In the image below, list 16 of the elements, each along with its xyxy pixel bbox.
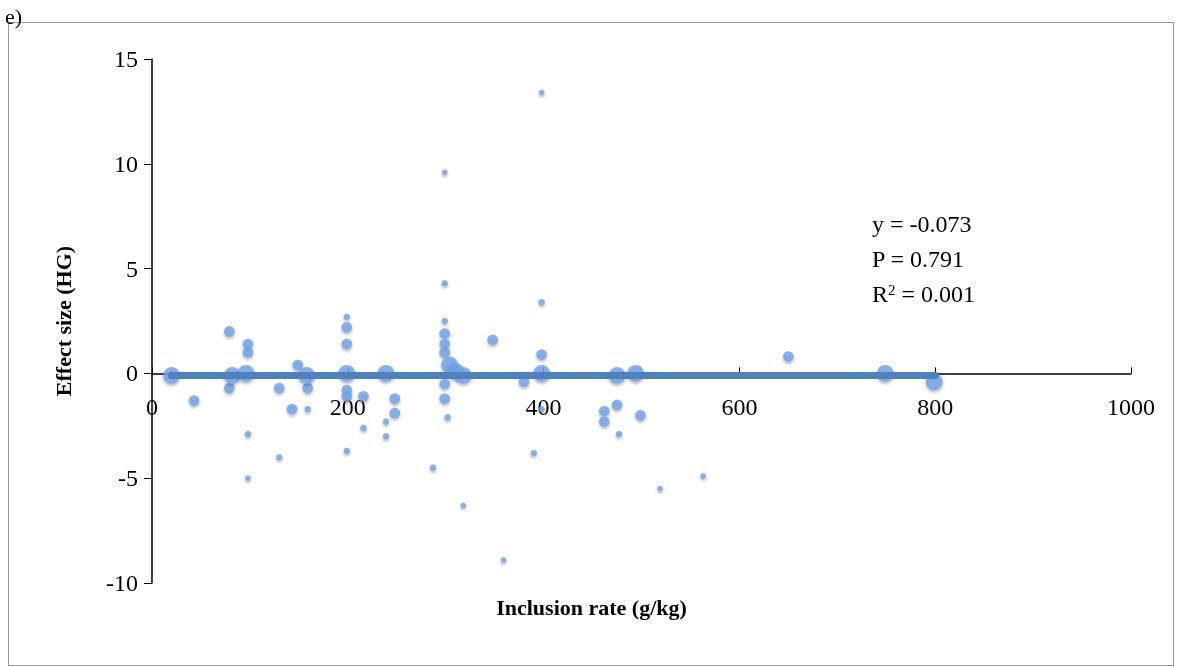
annotation: P = 0.791 (872, 246, 964, 272)
y-tick-label: 5 (126, 255, 138, 282)
y-tick-label: -10 (106, 570, 138, 596)
x-tick-label: 200 (329, 394, 366, 421)
x-tick-label: 400 (525, 394, 562, 421)
x-axis-title: Inclusion rate (g/kg) (496, 594, 687, 620)
x-tick-label: 1000 (1107, 394, 1155, 421)
y-tick-label: 10 (114, 150, 138, 177)
y-tick-label: 15 (114, 46, 138, 72)
x-tick-label: 800 (917, 394, 954, 421)
y-tick-label: -5 (118, 465, 138, 492)
x-tick-label: 600 (721, 394, 758, 421)
y-axis-title: Effect size (HG) (50, 245, 76, 397)
y-tick-label: 0 (126, 360, 138, 387)
chart-title: e) (5, 3, 23, 29)
annotation: y = -0.073 (872, 211, 972, 237)
